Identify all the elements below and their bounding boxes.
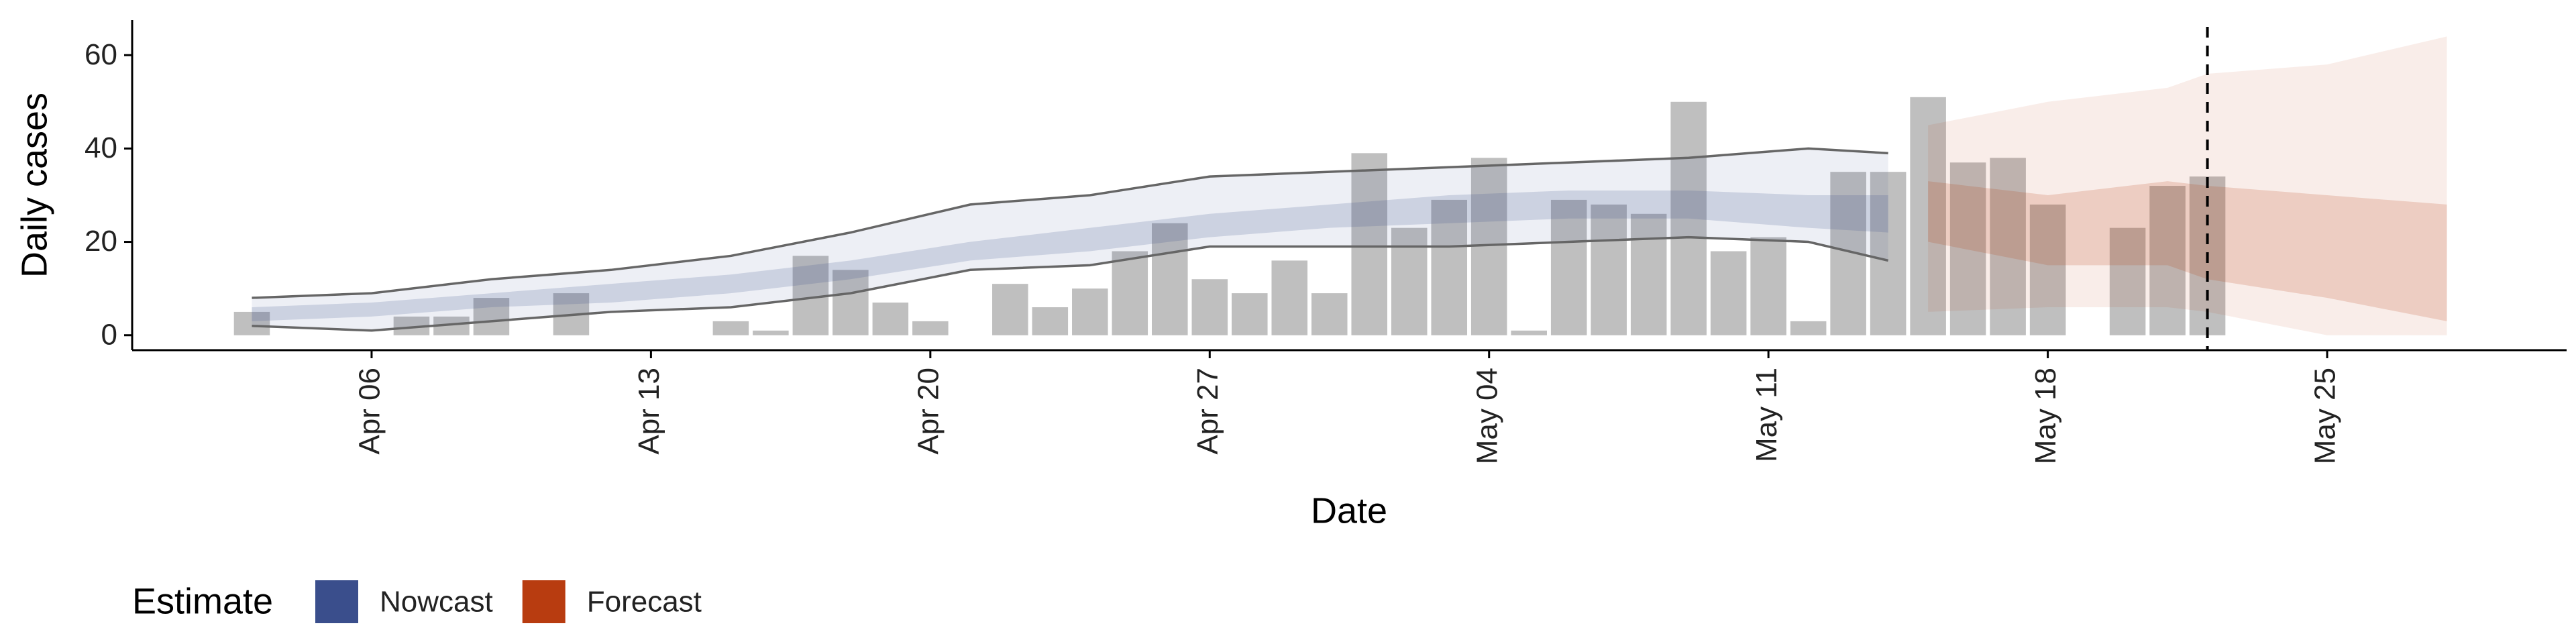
bar <box>1750 237 1786 335</box>
legend-label: Forecast <box>587 586 702 619</box>
x-tick-label: Apr 06 <box>354 368 386 455</box>
bar <box>1990 158 2026 335</box>
x-tick-label: May 18 <box>2029 368 2062 464</box>
band-90 <box>1928 36 2447 335</box>
bar <box>1072 288 1108 335</box>
bar <box>1870 172 1907 335</box>
x-axis-title: Date <box>1311 490 1387 531</box>
bar <box>1112 251 1148 335</box>
bar <box>1032 307 1069 335</box>
bar <box>1152 223 1188 335</box>
bar <box>1790 321 1827 335</box>
y-tick-label: 60 <box>85 38 117 71</box>
bar <box>2109 227 2146 335</box>
x-tick-label: May 25 <box>2309 368 2342 464</box>
band-50 <box>252 191 1888 321</box>
bar <box>753 330 789 335</box>
bar <box>1231 293 1268 335</box>
bar <box>1710 251 1747 335</box>
y-tick-label: 20 <box>85 225 117 258</box>
bar <box>1511 330 1547 335</box>
bar <box>1311 293 1348 335</box>
bar <box>473 298 510 335</box>
bar <box>912 321 949 335</box>
bar <box>2149 186 2186 335</box>
bar <box>1351 153 1388 335</box>
legend-label: Nowcast <box>380 586 493 619</box>
x-tick-label: Apr 13 <box>633 368 665 455</box>
legend-swatch <box>315 580 358 623</box>
bar <box>2029 204 2066 335</box>
bar <box>1949 162 1986 335</box>
y-axis-title: Daily cases <box>14 93 54 278</box>
bar <box>1550 199 1587 335</box>
band-50 <box>1928 181 2447 321</box>
y-tick-label: 0 <box>101 318 117 351</box>
legend-title: Estimate <box>132 581 273 621</box>
bar <box>1591 204 1627 335</box>
bar <box>872 303 909 335</box>
x-tick-label: May 11 <box>1750 368 1783 462</box>
bar <box>1910 97 1946 335</box>
bound-line <box>252 147 1888 299</box>
bar <box>233 311 270 335</box>
x-tick-label: Apr 27 <box>1191 368 1224 455</box>
x-tick-label: Apr 20 <box>912 368 945 455</box>
bar <box>1630 213 1667 335</box>
x-tick-label: May 04 <box>1470 368 1503 464</box>
bar <box>1670 101 1707 335</box>
bar <box>1271 260 1308 335</box>
bar <box>712 321 749 335</box>
bar <box>833 270 869 335</box>
bar <box>1431 199 1468 335</box>
legend-swatch <box>522 580 566 623</box>
band-90 <box>252 148 1888 331</box>
bound-line <box>252 235 1889 332</box>
y-tick-label: 40 <box>85 131 117 164</box>
bar <box>992 284 1028 335</box>
bar <box>1191 279 1228 335</box>
